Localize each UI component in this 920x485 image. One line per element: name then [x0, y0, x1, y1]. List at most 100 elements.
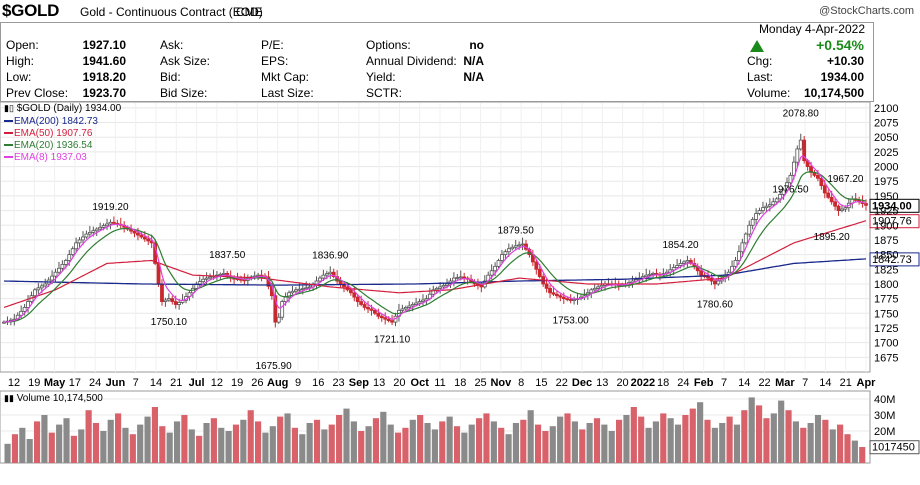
candle-up	[675, 265, 680, 268]
price-chart[interactable]: 1919.20 1750.10 1837.50 1675.90 1836.90 1721.…	[0, 102, 920, 485]
volume-value: 10,174,500	[803, 86, 864, 100]
candle-up	[843, 207, 848, 210]
date-axis-tick: Apr	[857, 377, 877, 389]
candle-up	[22, 307, 27, 312]
date-axis-tick: May	[44, 377, 66, 389]
candle-up	[634, 279, 638, 282]
volume-bar	[593, 418, 601, 463]
candle-up	[287, 292, 291, 298]
legend-ema8: EMA(8) 1937.03	[4, 152, 87, 163]
volume-bar	[262, 432, 269, 463]
candle-up	[764, 205, 769, 209]
candle-up	[743, 233, 748, 244]
candle-up	[407, 305, 412, 308]
volume-bar	[100, 431, 107, 463]
candle-up	[761, 207, 765, 211]
candle-up	[451, 277, 456, 282]
volume-bar	[350, 421, 357, 463]
price-axis-tick: 1675	[874, 352, 898, 364]
exchange-label: CME	[236, 5, 263, 19]
brand-watermark[interactable]: @StockCharts.com	[819, 5, 914, 17]
date-axis-tick: Mar	[775, 377, 795, 389]
candle-up	[324, 273, 329, 276]
date-axis-tick: 13	[373, 377, 385, 389]
candle-down	[826, 192, 831, 198]
volume-bar	[240, 419, 247, 463]
ema200-line	[3, 258, 867, 286]
candle-up	[671, 267, 676, 271]
price-marker-label: 1934.00	[872, 200, 912, 212]
legend-volume-text: Volume 10,174,500	[16, 393, 103, 404]
change-percent: +0.54%	[816, 37, 864, 53]
price-axis-tick: 1800	[874, 279, 898, 291]
volume-bar	[56, 424, 63, 463]
volume-bar	[328, 424, 335, 463]
price-axis-tick: 1825	[874, 264, 898, 276]
date-axis-tick: Jul	[189, 377, 205, 389]
volume-bar	[512, 423, 520, 463]
candle-up	[747, 224, 752, 235]
volume-bar	[70, 435, 77, 463]
candle-down	[383, 317, 388, 320]
candle-up	[163, 299, 168, 302]
candle-up	[445, 283, 449, 286]
ema8-line	[3, 155, 867, 323]
volume-bar	[394, 432, 402, 463]
candle-down	[829, 196, 834, 203]
volume-bar	[527, 410, 534, 463]
ema50-line	[3, 220, 867, 308]
candle-up	[500, 254, 504, 261]
date-axis-tick: 24	[677, 377, 689, 389]
volume-bar	[203, 423, 210, 463]
price-axis-tick: 1950	[874, 191, 898, 203]
volume-bar	[733, 424, 741, 463]
candle-down	[136, 232, 140, 236]
price-axis-tick: 1850	[874, 250, 898, 262]
candle-down	[699, 270, 704, 276]
candle-up	[740, 242, 745, 253]
candle-up	[788, 174, 793, 184]
volume-bar	[26, 439, 33, 463]
volume-bar	[284, 413, 291, 463]
volume-axis-tick: 20M	[874, 426, 895, 438]
price-annotation: 1750.10	[151, 317, 188, 328]
candle-up	[520, 243, 525, 246]
volume-bar	[520, 419, 527, 463]
volume-bar	[837, 424, 844, 463]
volume-bar	[225, 431, 232, 463]
volume-bar	[218, 427, 225, 463]
candle-up	[201, 278, 206, 283]
candle-down	[170, 298, 175, 302]
candle-up	[458, 276, 463, 279]
volume-bar	[188, 429, 195, 463]
volume-bar	[689, 408, 696, 463]
volume-bar	[306, 423, 313, 463]
candle-up	[781, 189, 786, 195]
volume-bar	[424, 423, 431, 463]
date-axis-tick: Feb	[694, 377, 714, 389]
candle-up	[177, 302, 182, 305]
candle-down	[132, 230, 137, 234]
candle-up	[678, 263, 683, 266]
date-axis-tick: 7	[133, 377, 139, 389]
candle-up	[506, 248, 511, 253]
ticker-symbol[interactable]: $GOLD	[2, 1, 60, 20]
volume-bar	[41, 415, 48, 463]
ema20-swatch	[4, 144, 13, 147]
candle-up	[403, 307, 408, 310]
candle-up	[589, 289, 594, 294]
legend-ema50-text: EMA(50) 1907.76	[14, 128, 93, 139]
candle-up	[39, 285, 44, 289]
candle-up	[276, 316, 281, 323]
candle-down	[551, 292, 556, 295]
candle-down	[816, 174, 820, 179]
volume-bar	[380, 411, 387, 463]
candle-up	[774, 198, 779, 203]
candle-up	[70, 248, 75, 256]
candle-up	[795, 148, 800, 163]
candle-up	[441, 285, 446, 288]
date-axis-tick: 8	[518, 377, 524, 389]
price-axis-tick: 1900	[874, 220, 898, 232]
volume-bar	[63, 418, 70, 463]
volume-bar	[210, 418, 217, 463]
